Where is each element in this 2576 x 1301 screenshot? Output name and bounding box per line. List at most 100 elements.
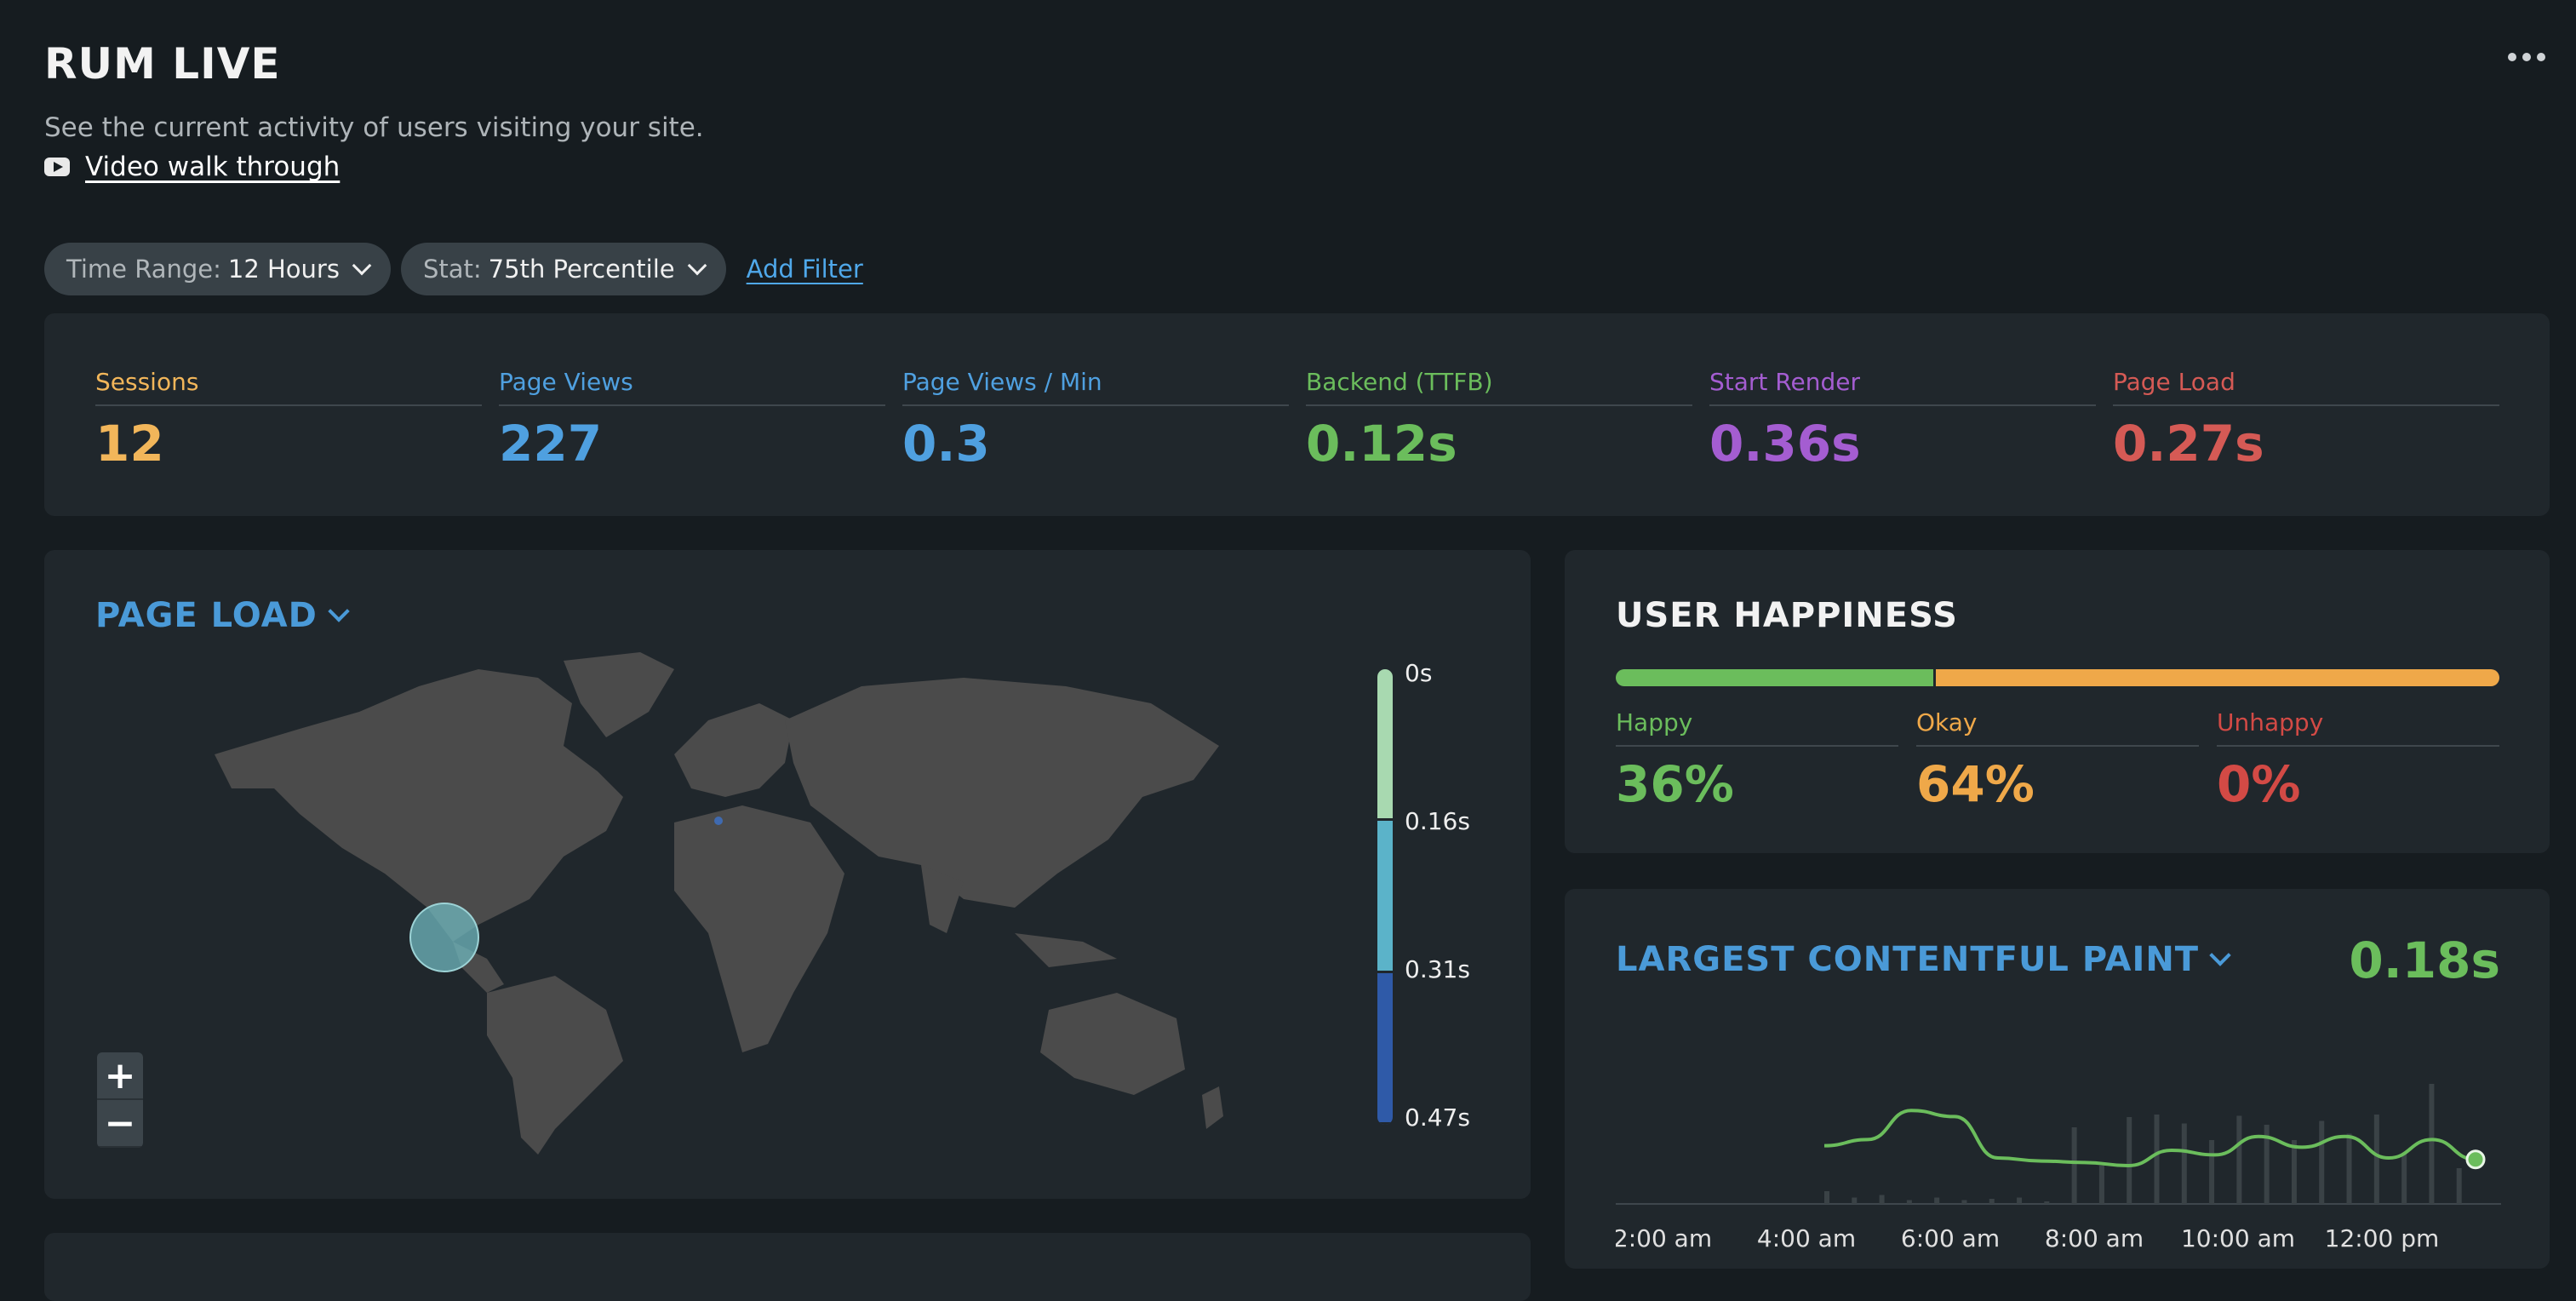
session-bubble-north-america (409, 903, 479, 972)
lcp-bar (2373, 1115, 2379, 1204)
lcp-bar (1824, 1191, 1829, 1204)
lcp-bar (2154, 1115, 2160, 1204)
stat-page-views-min: Page Views / Min 0.3 (902, 368, 1289, 473)
chevron-down-icon (328, 600, 350, 622)
lcp-bar (1906, 1200, 1912, 1204)
lcp-bar (2429, 1084, 2435, 1204)
lcp-bar (2319, 1120, 2325, 1204)
page-load-title: PAGE LOAD (95, 596, 318, 635)
lcp-value: 0.18s (2349, 931, 2500, 989)
legend-label: 0.16s (1405, 807, 1470, 835)
stat-filter[interactable]: Stat: 75th Percentile (400, 243, 726, 295)
time-range-key: Time Range: (66, 255, 221, 284)
next-panel (44, 1233, 1531, 1301)
add-filter-link[interactable]: Add Filter (746, 255, 863, 284)
world-map[interactable] (197, 652, 1253, 1163)
more-dots-icon[interactable] (2508, 53, 2545, 61)
summary-stats-panel: Sessions 12 Page Views 227 Page Views / Min 0… (44, 313, 2550, 516)
stat-value: 0.36s (1709, 415, 1861, 473)
lcp-bar (2098, 1166, 2104, 1204)
page-title: RUM LIVE (44, 39, 281, 89)
stat-value: 75th Percentile (488, 255, 675, 284)
lcp-current-point (2465, 1149, 2486, 1170)
page-load-dropdown[interactable]: PAGE LOAD (95, 596, 350, 635)
legend-band-3 (1377, 972, 1393, 1125)
lcp-bar (2456, 1168, 2462, 1204)
happiness-bar-okay (1932, 669, 2499, 686)
lcp-title: LARGEST CONTENTFUL PAINT (1616, 940, 2200, 979)
stat-backend-ttfb: Backend (TTFB) 0.12s (1306, 368, 1692, 473)
lcp-bar (2264, 1125, 2270, 1204)
lcp-line (1823, 1109, 2476, 1168)
stat-value: 0.12s (1306, 415, 1457, 473)
happy-stat: Happy 36% (1616, 708, 1898, 813)
okay-label: Okay (1916, 708, 2199, 747)
stat-label: Sessions (95, 368, 482, 406)
map-zoom-controls: + − (97, 1052, 143, 1148)
happiness-bar-happy (1616, 669, 1933, 686)
unhappy-value: 0% (2217, 755, 2301, 813)
lcp-bar (2127, 1117, 2132, 1204)
lcp-bar (2209, 1140, 2215, 1204)
stat-start-render: Start Render 0.36s (1709, 368, 2096, 473)
okay-value: 64% (1916, 755, 2035, 813)
legend-band-1 (1377, 669, 1393, 822)
lcp-bar (2236, 1115, 2242, 1204)
lcp-bar (2401, 1153, 2407, 1204)
x-tick-label: 2:00 am (1616, 1224, 1712, 1252)
lcp-bar (2291, 1140, 2297, 1204)
time-range-filter[interactable]: Time Range: 12 Hours (44, 243, 391, 295)
session-bubble-europe (714, 817, 723, 825)
lcp-bar (1879, 1195, 1885, 1204)
x-tick-label: 6:00 am (1901, 1224, 2000, 1252)
stat-page-views: Page Views 227 (499, 368, 885, 473)
chevron-down-icon (687, 255, 707, 276)
lcp-bar (2017, 1197, 2023, 1204)
page-subtitle: See the current activity of users visiti… (44, 112, 704, 143)
lcp-bar (1989, 1199, 1995, 1204)
legend-color-scale (1377, 669, 1393, 1125)
lcp-chart[interactable]: 2:00 am 4:00 am 6:00 am 8:00 am 10:00 am 12:0… (1616, 1025, 2501, 1264)
legend-label: 0.47s (1405, 1103, 1470, 1132)
legend-band-2 (1377, 821, 1393, 973)
user-happiness-panel: USER HAPPINESS Happy 36% Okay 64% Unhapp… (1565, 550, 2550, 853)
happy-label: Happy (1616, 708, 1898, 747)
legend-label: 0.31s (1405, 955, 1470, 983)
lcp-bar (2071, 1127, 2077, 1204)
lcp-bar (1934, 1197, 1940, 1204)
stat-value: 0.3 (902, 415, 990, 473)
lcp-bar (1961, 1200, 1967, 1204)
time-range-value: 12 Hours (227, 255, 340, 284)
stat-key: Stat: (422, 255, 482, 284)
video-walkthrough-link[interactable]: Video walk through (44, 152, 340, 182)
okay-stat: Okay 64% (1916, 708, 2199, 813)
happiness-bar (1616, 669, 2499, 686)
legend-label: 0s (1405, 659, 1433, 687)
unhappy-stat: Unhappy 0% (2217, 708, 2499, 813)
filter-bar: Time Range: 12 Hours Stat: 75th Percenti… (44, 243, 863, 295)
x-tick-label: 8:00 am (2045, 1224, 2144, 1252)
x-tick-label: 12:00 pm (2325, 1224, 2440, 1252)
lcp-bar (2181, 1123, 2187, 1204)
video-walkthrough-label[interactable]: Video walk through (85, 152, 341, 182)
chevron-down-icon (352, 255, 372, 276)
lcp-bar (2044, 1201, 2050, 1204)
lcp-bar (2346, 1133, 2352, 1204)
x-tick-label: 10:00 am (2181, 1224, 2295, 1252)
stat-label: Page Views (499, 368, 885, 406)
x-tick-label: 4:00 am (1757, 1224, 1856, 1252)
page-load-map-panel: PAGE LOAD (44, 550, 1531, 1199)
zoom-out-button[interactable]: − (97, 1100, 143, 1148)
stat-sessions: Sessions 12 (95, 368, 482, 473)
happy-value: 36% (1616, 755, 1734, 813)
lcp-bar (1852, 1197, 1858, 1204)
stat-value: 227 (499, 415, 603, 473)
lcp-dropdown[interactable]: LARGEST CONTENTFUL PAINT (1616, 940, 2231, 979)
unhappy-label: Unhappy (2217, 708, 2499, 747)
zoom-in-button[interactable]: + (97, 1052, 143, 1100)
stat-page-load: Page Load 0.27s (2113, 368, 2499, 473)
chevron-down-icon (2209, 944, 2231, 966)
stat-label: Backend (TTFB) (1306, 368, 1692, 406)
user-happiness-title: USER HAPPINESS (1616, 596, 1958, 635)
stat-label: Start Render (1709, 368, 2096, 406)
